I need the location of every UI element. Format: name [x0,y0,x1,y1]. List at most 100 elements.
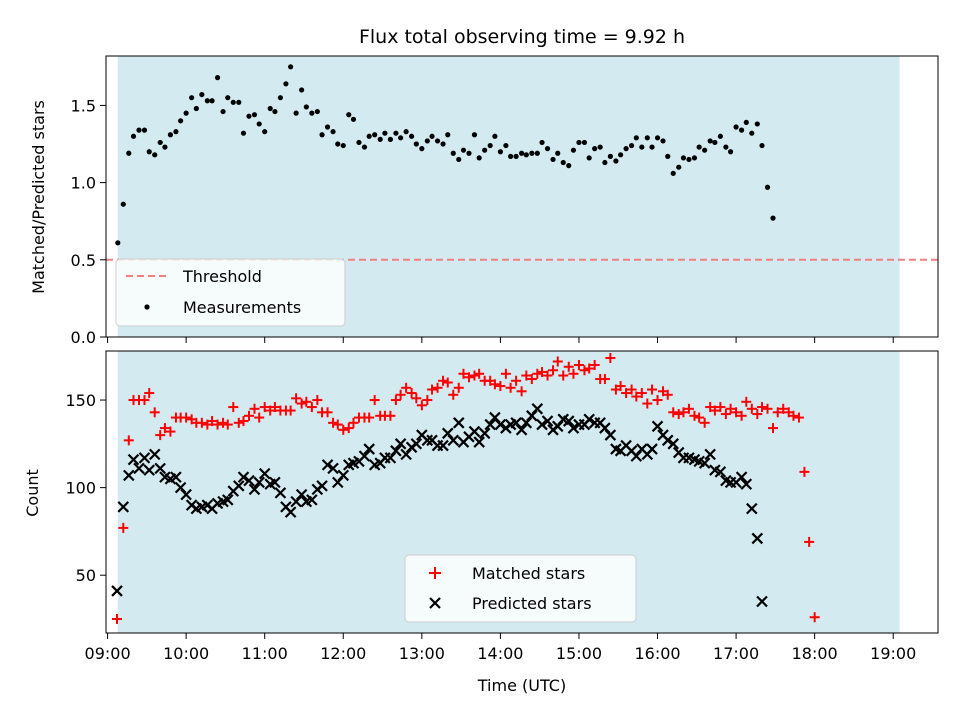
predicted-star-point [667,438,680,450]
measurement-point [346,112,352,118]
matched-star-point [631,391,642,402]
predicted-star-point [452,417,465,429]
matched-star-point [432,382,443,393]
measurement-point [513,153,519,159]
measurement-point [429,133,435,139]
measurement-point [592,146,598,152]
matched-star-point [652,395,663,406]
bottom-x-tick-label: 10:00 [163,644,209,663]
matched-star-point [788,410,799,421]
top-y-ticks: 0.0 0.5 1.0 1.5 [71,96,106,347]
matched-star-point [573,360,584,371]
matched-star-point [558,370,569,381]
measurement-point [162,144,168,150]
measurement-point [743,119,749,125]
measurement-point [167,132,174,138]
measurement-point [146,149,152,155]
predicted-star-point [473,436,485,448]
matched-star-point [589,360,600,371]
measurement-point [209,98,215,104]
matched-star-point [615,381,626,392]
measurement-point [570,147,577,153]
matched-star-point [642,398,653,409]
matched-star-point [605,353,616,364]
predicted-star-point [363,443,375,455]
matched-star-point [259,402,270,413]
measurement-point [544,146,551,152]
measurement-point [749,130,755,136]
matched-star-point [746,403,757,414]
top-y-tick-label: 0.5 [71,251,96,270]
measurement-point [293,110,299,116]
bottom-y-axis-label: Count [23,469,42,517]
measurement-point [566,163,572,169]
measurement-point [497,149,503,155]
predicted-star-point [258,467,271,480]
matched-star-point [207,416,218,427]
measurement-point [403,129,409,135]
predicted-star-point [243,474,255,487]
matched-legend-label: Matched stars [472,564,585,583]
predicted-star-point [531,403,544,415]
measurement-point [272,108,278,115]
measurement-point [366,133,372,139]
measurement-point [299,87,305,93]
predicted-star-point [117,501,130,513]
predicted-star-point [221,494,234,506]
matched-star-point [537,367,548,378]
matched-star-point [469,370,480,381]
measurement-point [157,139,163,146]
measurement-point [283,81,289,87]
measurement-point [492,133,498,139]
matched-star-point [521,370,532,381]
measurement-point [309,110,315,116]
measurement-point [602,159,608,166]
matched-star-point [123,435,134,446]
matched-star-point [249,403,260,414]
matched-star-point [296,398,307,409]
measurement-point [576,139,582,146]
measurement-point [456,156,462,163]
matched-stars-points [111,353,820,624]
predicted-star-point [148,448,161,461]
matched-star-point [725,403,736,414]
measurement-point [434,138,441,144]
matched-star-point [778,403,789,414]
matched-star-point [741,396,752,407]
matched-star-point [111,613,122,624]
matched-star-point [731,407,742,418]
measurement-point [236,99,242,105]
count-panel: 50 100 150 09:00 10:00 11:00 12:00 13:00 14:00 1… [23,350,939,695]
matched-star-point [636,388,647,399]
measurement-point [319,132,325,138]
matched-star-point [364,412,375,423]
measurement-point [267,105,273,112]
predicted-star-point [714,466,727,478]
predicted-star-point [237,471,250,483]
chart-title: Flux total observing time = 9.92 h [359,26,685,48]
predicted-star-point [127,453,140,466]
bottom-x-tick-label: 18:00 [792,644,838,663]
matched-star-point [626,384,637,395]
matched-star-point [322,407,333,418]
measurement-point [581,139,588,146]
matched-star-point [401,382,412,393]
matched-star-point [474,368,485,379]
measurement-point [214,75,221,81]
measurement-point [639,144,645,150]
matched-star-point [422,395,433,406]
bottom-legend-box [404,554,637,623]
matched-star-point [804,536,815,547]
matched-star-point [306,402,317,413]
measurement-point [183,110,189,116]
matched-star-point [228,402,239,413]
predicted-star-point [410,438,423,450]
measurement-point [335,141,341,147]
predicted-star-point [583,413,595,426]
ratio-panel: 0.0 0.5 1.0 1.5 Matched/Predicted stars Thr… [29,55,939,347]
measurement-point [178,118,184,124]
predicted-star-point [133,462,145,475]
measurement-point [324,124,331,130]
measurement-point [727,149,734,155]
matched-star-point [181,412,192,423]
